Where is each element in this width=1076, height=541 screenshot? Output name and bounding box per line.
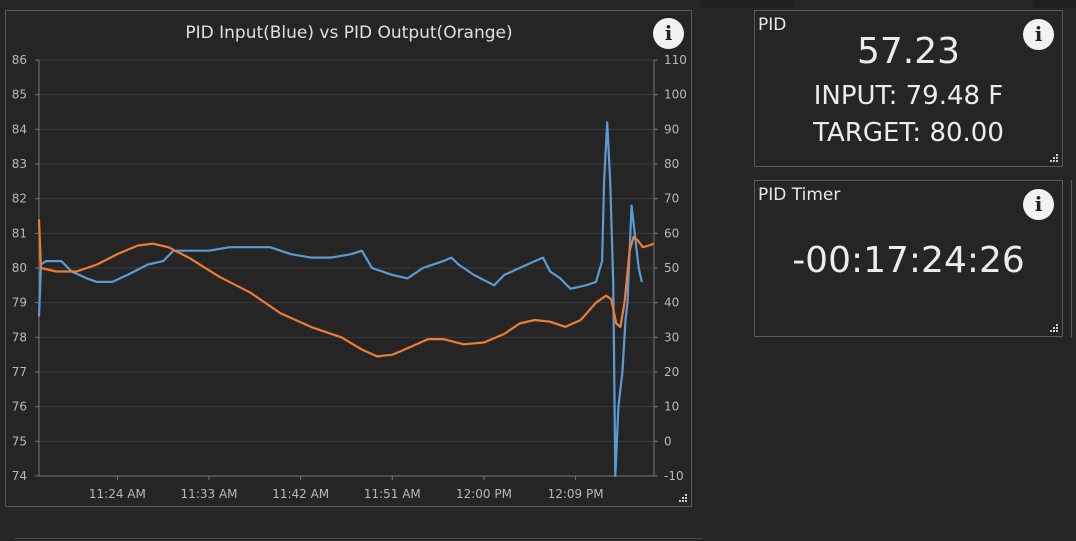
pid-title: PID (758, 15, 787, 35)
pid-value: 57.23 (856, 31, 961, 72)
timer-title: PID Timer (758, 185, 841, 205)
pid-output-line (37, 219, 655, 358)
y-right-tick-label: -10 (664, 469, 684, 483)
pid-input-line (37, 121, 643, 478)
resize-grip-icon[interactable] (679, 494, 688, 503)
y-right-tick-label: 80 (664, 157, 679, 171)
right-y-axis: -10 0 10 20 30 40 50 60 70 80 90 100 110 (653, 53, 687, 483)
adjacent-panel-edge (1071, 180, 1076, 337)
y-left-tick-label: 75 (12, 434, 27, 448)
y-right-tick-label: 20 (664, 365, 679, 379)
y-left-tick-label: 81 (12, 226, 27, 240)
x-tick-label: 12:09 PM (548, 487, 604, 501)
y-right-tick-label: 60 (664, 226, 679, 240)
y-right-tick-label: 0 (664, 434, 672, 448)
bottom-panel-edge (14, 538, 702, 539)
y-right-tick-label: 110 (664, 53, 687, 67)
x-tick-label: 11:24 AM (89, 487, 146, 501)
y-right-tick-label: 70 (664, 192, 679, 206)
top-strip-right (1033, 0, 1076, 8)
pid-input: INPUT: 79.48 F (813, 81, 1004, 111)
y-left-tick-label: 78 (12, 330, 27, 344)
resize-grip-icon[interactable] (1050, 154, 1059, 163)
timer-value: -00:17:24:26 (792, 240, 1025, 281)
y-left-tick-label: 84 (12, 122, 27, 136)
y-right-tick-label: 30 (664, 330, 679, 344)
y-left-tick-label: 74 (12, 469, 27, 483)
y-left-tick-label: 77 (12, 365, 27, 379)
x-tick-label: 12:00 PM (456, 487, 512, 501)
y-left-tick-label: 83 (12, 157, 27, 171)
y-left-tick-label: 76 (12, 400, 27, 414)
y-right-tick-label: 100 (664, 88, 687, 102)
left-y-axis: 74 75 76 77 78 79 80 81 82 83 84 85 86 (12, 53, 40, 483)
chart-panel: PID Input(Blue) vs PID Output(Orange) 74… (5, 10, 692, 507)
chart-grid (39, 59, 654, 477)
y-left-tick-label: 86 (12, 53, 27, 67)
chart-series (37, 121, 655, 478)
y-right-tick-label: 40 (664, 296, 679, 310)
y-left-tick-label: 85 (12, 88, 27, 102)
info-icon[interactable]: i (653, 18, 684, 49)
pid-target: TARGET: 80.00 (813, 118, 1004, 148)
x-tick-label: 11:33 AM (181, 487, 238, 501)
y-left-tick-label: 80 (12, 261, 27, 275)
resize-grip-icon[interactable] (1050, 324, 1059, 333)
x-tick-label: 11:42 AM (272, 487, 329, 501)
y-right-tick-label: 90 (664, 122, 679, 136)
pid-panel: PID i 57.23 INPUT: 79.48 F TARGET: 80.00 (754, 10, 1063, 167)
y-left-tick-label: 82 (12, 192, 27, 206)
y-right-tick-label: 50 (664, 261, 679, 275)
x-tick-label: 11:51 AM (364, 487, 421, 501)
pid-timer-panel: PID Timer i -00:17:24:26 (754, 180, 1063, 337)
x-axis: 11:24 AM 11:33 AM 11:42 AM 11:51 AM 12:00 PM… (39, 475, 654, 501)
y-right-tick-label: 10 (664, 400, 679, 414)
info-icon[interactable]: i (1023, 189, 1054, 220)
info-icon[interactable]: i (1023, 19, 1054, 50)
pid-chart: PID Input(Blue) vs PID Output(Orange) 74… (12, 23, 687, 501)
chart-title: PID Input(Blue) vs PID Output(Orange) (185, 23, 512, 43)
y-left-tick-label: 79 (12, 296, 27, 310)
top-strip-left (700, 0, 794, 8)
